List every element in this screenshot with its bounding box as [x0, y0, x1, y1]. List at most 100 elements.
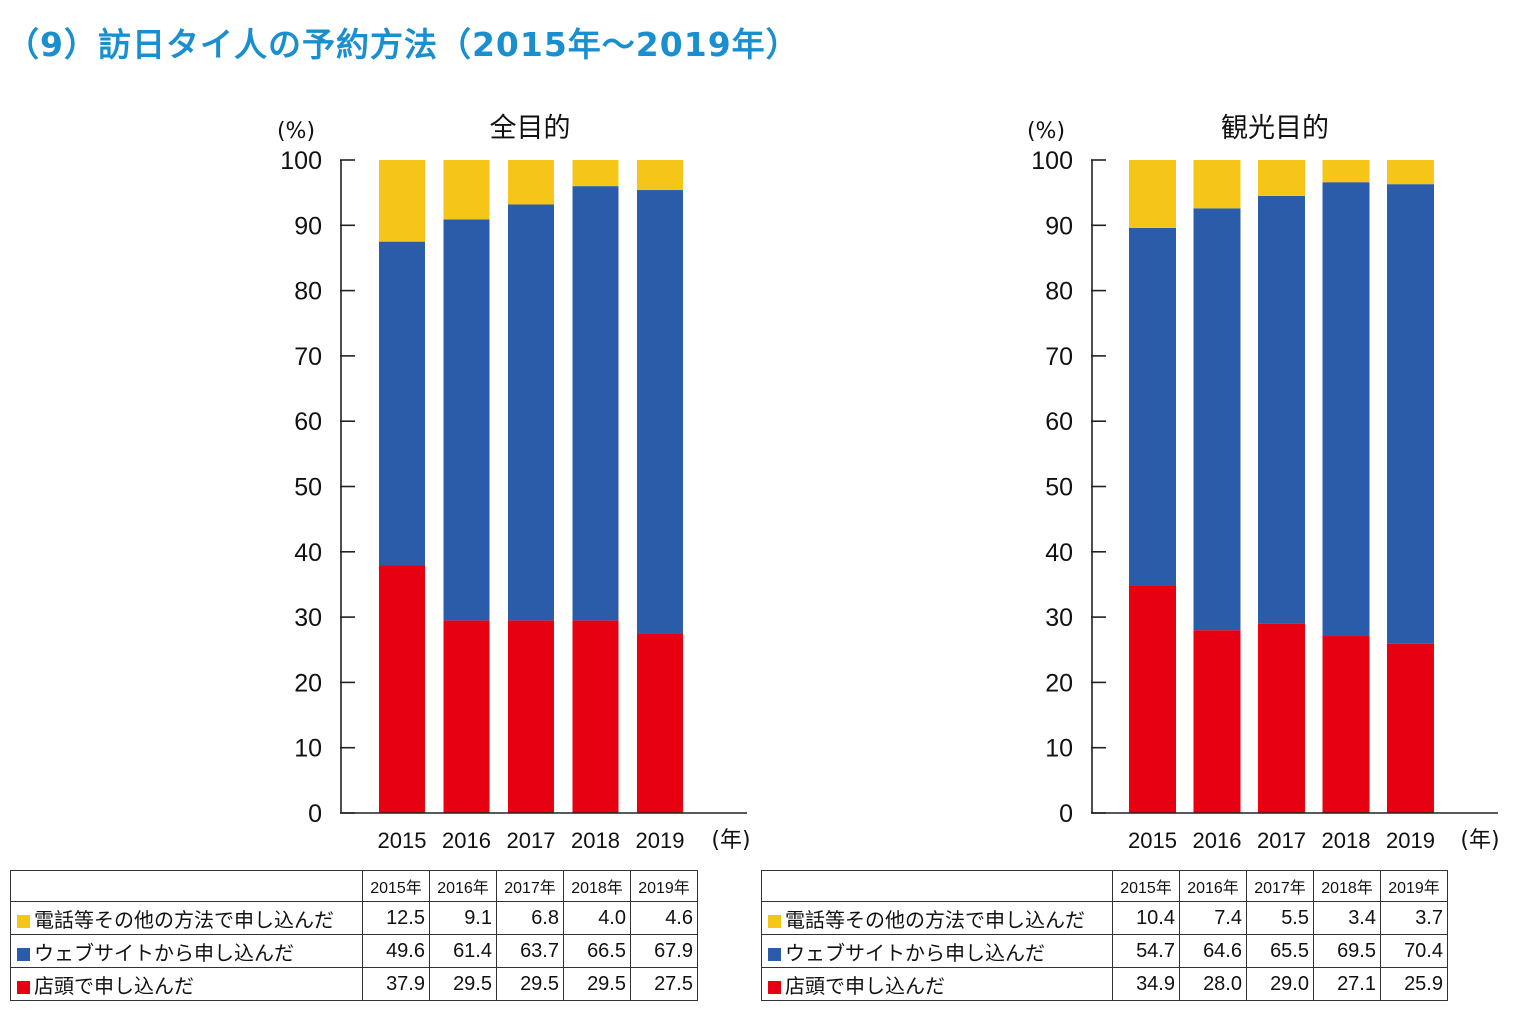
page-title: （9）訪日タイ人の予約方法（2015年～2019年）: [6, 25, 800, 64]
legend-label-cell: 店頭で申し込んだ: [761, 967, 1113, 1001]
bar-segment-2017-1: [508, 204, 554, 621]
y-tick-label-70: 70: [294, 343, 322, 371]
table-header-cell: 2019年: [630, 870, 698, 902]
legend-label-cell: 電話等その他の方法で申し込んだ: [10, 901, 363, 935]
table-value-cell: 69.5: [1313, 934, 1381, 968]
x-axis-unit-label: (年): [711, 828, 750, 853]
bar-segment-2018-2: [1322, 160, 1370, 183]
x-tick-label-2019: 2019: [1386, 828, 1435, 853]
bar-segment-2018-1: [1322, 182, 1370, 637]
bar-segment-2016-0: [443, 620, 490, 813]
y-axis-unit-label: (%): [277, 119, 315, 144]
table-value-cell: 4.0: [563, 901, 631, 935]
table-header-cell: 2017年: [1246, 870, 1314, 902]
y-tick-label-40: 40: [294, 539, 322, 567]
bar-segment-2019-0: [637, 633, 683, 813]
table-value-cell: 4.6: [630, 901, 698, 935]
table-value-cell: 29.5: [429, 967, 497, 1001]
legend-label: ウェブサイトから申し込んだ: [34, 942, 294, 965]
legend-swatch: [17, 914, 30, 928]
table-header-cell: 2015年: [1112, 870, 1180, 902]
chart-title: 観光目的: [1221, 113, 1329, 144]
table-row: 店頭で申し込んだ 37.9 29.5 29.5 29.5 27.5: [10, 967, 698, 1001]
table-corner-cell: [761, 870, 1113, 902]
table-row: 店頭で申し込んだ 34.9 28.0 29.0 27.1 25.9: [761, 967, 1448, 1001]
y-tick-label-0: 0: [308, 800, 322, 828]
data-table-all-purposes: 2015年 2016年 2017年 2018年 2019年 電話等その他の方法で申し込んだ…: [10, 870, 698, 1001]
legend-label: 電話等その他の方法で申し込んだ: [34, 909, 334, 932]
y-tick-label-50: 50: [1045, 474, 1073, 502]
bar-segment-2016-1: [1193, 208, 1241, 631]
x-tick-label-2018: 2018: [1322, 828, 1371, 853]
y-tick-label-100: 100: [1031, 147, 1073, 175]
chart-title: 全目的: [490, 113, 571, 144]
bar-segment-2019-2: [1387, 160, 1434, 185]
y-tick-label-30: 30: [294, 604, 322, 632]
table-header-cell: 2018年: [1313, 870, 1381, 902]
table-header-cell: 2015年: [362, 870, 430, 902]
bar-segment-2017-0: [508, 620, 554, 813]
table-value-cell: 66.5: [563, 934, 631, 968]
y-tick-label-80: 80: [294, 278, 322, 306]
y-tick-label-20: 20: [1045, 669, 1073, 697]
bar-segment-2016-0: [1193, 630, 1241, 813]
y-tick-label-70: 70: [1045, 343, 1073, 371]
bar-segment-2015-0: [379, 565, 425, 813]
table-header-cell: 2017年: [496, 870, 564, 902]
y-tick-label-60: 60: [294, 408, 322, 436]
bar-segment-2015-2: [1129, 160, 1176, 228]
table-row: 電話等その他の方法で申し込んだ 12.5 9.1 6.8 4.0 4.6: [10, 901, 698, 935]
x-axis-unit-label: (年): [1460, 828, 1499, 853]
y-tick-label-40: 40: [1045, 539, 1073, 567]
bar-segment-2015-2: [379, 160, 425, 242]
table-value-cell: 10.4: [1112, 901, 1180, 935]
bar-segment-2018-0: [1322, 636, 1370, 813]
bar-segment-2019-2: [637, 160, 683, 191]
table-value-cell: 29.5: [563, 967, 631, 1001]
bar-segment-2017-0: [1258, 623, 1305, 813]
bar-segment-2017-2: [1258, 160, 1305, 196]
bar-segment-2015-1: [1129, 227, 1176, 586]
bar-segment-2019-0: [1387, 643, 1434, 813]
x-tick-label-2019: 2019: [636, 828, 685, 853]
x-tick-label-2016: 2016: [442, 828, 491, 853]
y-tick-label-80: 80: [1045, 278, 1073, 306]
bar-segment-2016-2: [443, 160, 490, 220]
table-value-cell: 49.6: [362, 934, 430, 968]
table-value-cell: 9.1: [429, 901, 497, 935]
bar-segment-2019-1: [637, 190, 683, 634]
bar-segment-2018-0: [572, 620, 619, 813]
legend-label-cell: 店頭で申し込んだ: [10, 967, 363, 1001]
bar-segment-2017-1: [1258, 195, 1305, 624]
table-value-cell: 12.5: [362, 901, 430, 935]
x-tick-label-2017: 2017: [507, 828, 556, 853]
table-header-cell: 2018年: [563, 870, 631, 902]
table-header-cell: 2016年: [1179, 870, 1247, 902]
legend-label: 電話等その他の方法で申し込んだ: [785, 909, 1085, 932]
table-value-cell: 34.9: [1112, 967, 1180, 1001]
legend-swatch: [17, 947, 30, 961]
legend-label: 店頭で申し込んだ: [34, 975, 194, 998]
table-value-cell: 65.5: [1246, 934, 1314, 968]
y-tick-label-0: 0: [1059, 800, 1073, 828]
y-tick-label-20: 20: [294, 669, 322, 697]
table-value-cell: 29.0: [1246, 967, 1314, 1001]
bar-segment-2017-2: [508, 160, 554, 205]
bar-segment-2016-1: [443, 219, 490, 621]
table-value-cell: 61.4: [429, 934, 497, 968]
legend-swatch: [768, 947, 781, 961]
table-value-cell: 27.5: [630, 967, 698, 1001]
table-value-cell: 25.9: [1380, 967, 1448, 1001]
table-corner-cell: [10, 870, 363, 902]
table-row: ウェブサイトから申し込んだ 49.6 61.4 63.7 66.5 67.9: [10, 934, 698, 968]
y-axis-unit-label: (%): [1027, 119, 1065, 144]
legend-swatch: [768, 980, 781, 994]
table-value-cell: 3.7: [1380, 901, 1448, 935]
table-value-cell: 5.5: [1246, 901, 1314, 935]
y-tick-label-90: 90: [294, 212, 322, 240]
legend-swatch: [768, 914, 781, 928]
x-tick-label-2015: 2015: [1128, 828, 1177, 853]
table-value-cell: 54.7: [1112, 934, 1180, 968]
y-tick-label-100: 100: [280, 147, 322, 175]
